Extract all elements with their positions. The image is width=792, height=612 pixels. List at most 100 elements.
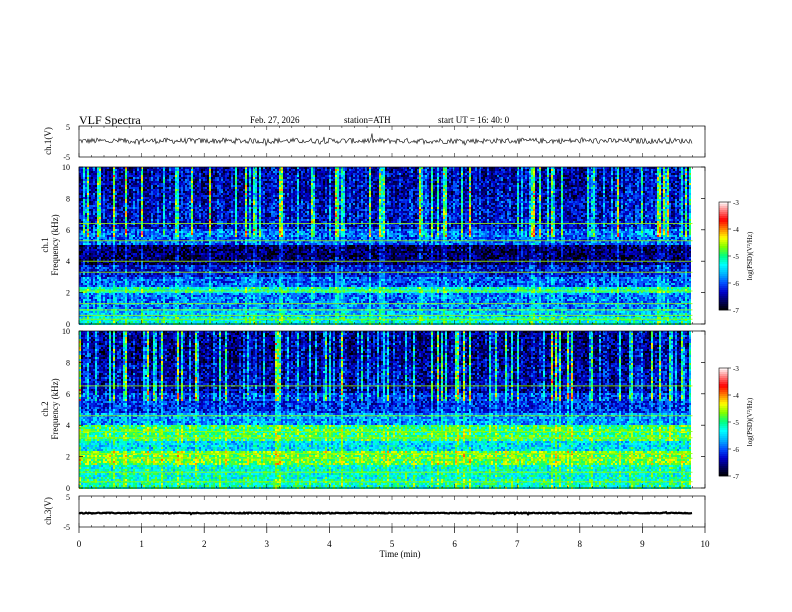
freq-tick-label: 6 [66,390,70,399]
ch2-spectrogram-image [79,331,705,489]
colorbar-swatch [719,396,728,398]
header-station: station=ATH [344,115,391,125]
time-axis-label: Time (min) [380,549,421,559]
colorbar-swatch [719,458,728,460]
figure-title: VLF Spectra [79,113,141,127]
colorbar-swatch [719,454,728,456]
colorbar-swatch [719,382,728,384]
colorbar-swatch [719,276,728,278]
colorbar-swatch [719,220,728,222]
freq-tick-label: 2 [66,289,70,298]
colorbar-swatch [719,436,728,438]
colorbar-swatch [719,414,728,416]
ch3-waveform-trace [79,512,692,514]
colorbar-swatch [719,264,728,266]
time-tick-label: 9 [640,539,645,549]
colorbar-label: log(PSD)(V²/Hz) [746,397,754,446]
colorbar-swatch [719,406,728,408]
colorbar-swatch [719,272,728,274]
colorbar-swatch [719,438,728,440]
time-tick-label: 4 [327,539,332,549]
colorbar-tick-label: -4 [733,226,739,234]
colorbar-swatch [719,450,728,452]
colorbar-swatch [719,214,728,216]
colorbar-swatch [719,472,728,474]
colorbar-swatch [719,278,728,280]
colorbar-swatch [719,236,728,238]
freq-tick-label: 8 [66,358,70,367]
colorbar-swatch [719,256,728,258]
colorbar-swatch [719,270,728,272]
colorbar-swatch [719,388,728,390]
colorbar-swatch [719,408,728,410]
colorbar-tick-label: -5 [733,419,739,427]
colorbar-swatch [719,222,728,224]
colorbar-swatch [719,410,728,412]
colorbar-swatch [719,384,728,386]
colorbar-swatch [719,432,728,434]
colorbar-swatch [719,428,728,430]
colorbar-swatch [719,258,728,260]
colorbar-swatch [719,234,728,236]
time-tick-label: 1 [139,539,144,549]
colorbar-swatch [719,370,728,372]
colorbar-swatch [719,226,728,228]
time-tick-label: 3 [265,539,270,549]
ch2-spec-ylabel-line2: Frequency (kHz) [50,378,60,439]
time-tick-label: 5 [390,539,395,549]
colorbar-swatch [719,302,728,304]
ch3-ytick-bottom: -5 [63,523,70,532]
colorbar-swatch [719,280,728,282]
colorbar-swatch [719,392,728,394]
colorbar-swatch [719,468,728,470]
colorbar-swatch [719,462,728,464]
colorbar-swatch [719,290,728,292]
colorbar-swatch [719,386,728,388]
freq-tick-label: 0 [66,484,70,493]
colorbar-swatch [719,300,728,302]
freq-tick-label: 10 [62,327,70,336]
ch1-ytick-top: 5 [66,123,70,132]
colorbar-swatch [719,426,728,428]
colorbar-swatch [719,424,728,426]
colorbar-swatch [719,372,728,374]
time-tick-label: 6 [452,539,457,549]
freq-tick-label: 10 [62,163,70,172]
ch3-ylabel: ch.3(V) [43,497,53,525]
header-start-time: start UT = 16: 40: 0 [438,115,510,125]
colorbar-swatch [719,224,728,226]
colorbar-swatch [719,420,728,422]
colorbar-swatch [719,380,728,382]
ch3-waveform-panel: 5 -5 ch.3(V) 0 1 2 3 4 5 6 7 8 9 10 Time (min) [43,493,710,559]
colorbar-swatch [719,260,728,262]
colorbar-swatch [719,202,728,204]
colorbar-swatch [719,412,728,414]
colorbar-swatch [719,232,728,234]
colorbar-swatch [719,274,728,276]
colorbar-swatch [719,286,728,288]
freq-tick-label: 2 [66,453,70,462]
ch1-spec-ylabel-line1: ch.1 [40,237,50,252]
colorbar-swatch [719,282,728,284]
colorbar-tick-label: -3 [733,199,739,207]
colorbar-swatch [719,296,728,298]
colorbar-tick-label: -6 [733,280,739,288]
freq-tick-label: 6 [66,226,70,235]
colorbar-swatch [719,444,728,446]
colorbar-label: log(PSD)(V²/Hz) [746,231,754,280]
colorbar-swatch [719,376,728,378]
time-tick-label: 2 [202,539,207,549]
colorbar-swatch [719,470,728,472]
colorbar-swatch [719,294,728,296]
colorbar-tick-label: -6 [733,446,739,454]
colorbar-swatch [719,452,728,454]
header-date: Feb. 27, 2026 [250,115,300,125]
ch2-spec-ylabel-line1: ch.2 [40,401,50,416]
colorbar-swatch [719,298,728,300]
colorbar-swatch [719,248,728,250]
colorbar-swatch [719,464,728,466]
time-axis: 0 1 2 3 4 5 6 7 8 9 10 [77,527,710,549]
